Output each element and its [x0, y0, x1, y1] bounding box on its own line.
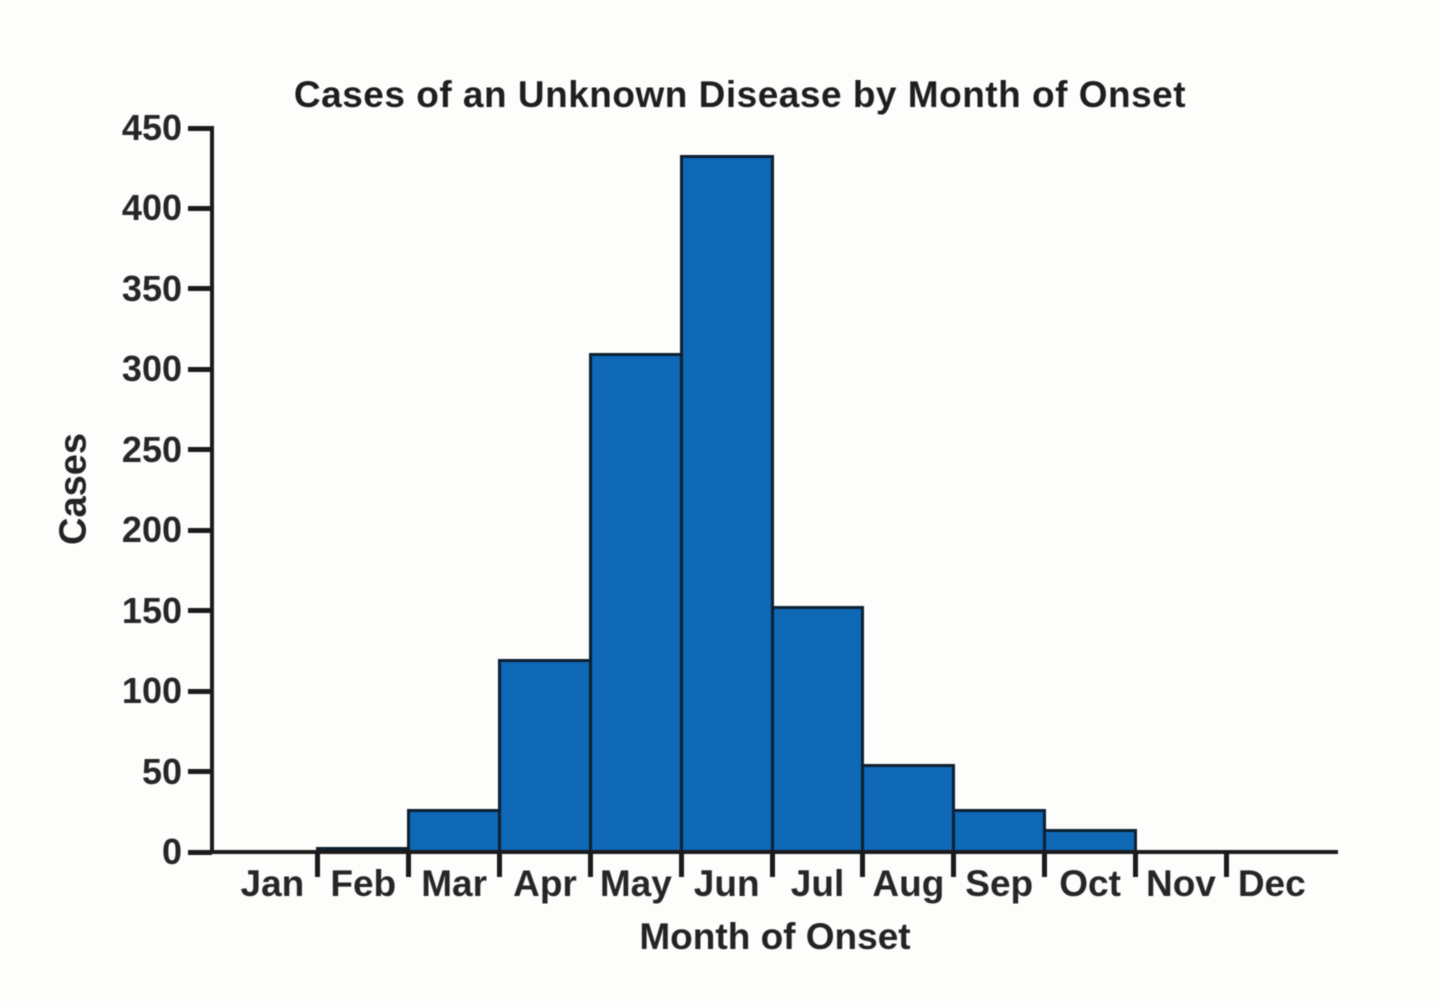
- y-tick-label-200: 200: [121, 509, 182, 551]
- bar-aug: [861, 763, 956, 854]
- chart-title: Cases of an Unknown Disease by Month of …: [293, 74, 1187, 115]
- y-axis-tick: [188, 286, 212, 292]
- y-tick-label-300: 300: [121, 348, 182, 390]
- y-tick-label-450: 450: [121, 107, 182, 148]
- x-axis-tick: [860, 852, 866, 877]
- x-axis-tick: [406, 852, 412, 877]
- x-axis-tick: [769, 852, 775, 877]
- x-axis-tick: [1042, 852, 1048, 877]
- bar-may: [588, 353, 683, 854]
- y-tick-label-400: 400: [121, 187, 182, 229]
- y-axis-tick: [188, 527, 212, 533]
- x-axis-tick: [315, 852, 321, 877]
- y-axis-tick: [188, 849, 212, 855]
- y-tick-label-350: 350: [121, 267, 182, 309]
- x-tick-label-feb: Feb: [330, 863, 397, 904]
- y-axis-tick: [188, 608, 212, 614]
- x-axis-tick: [497, 852, 503, 877]
- y-tick-label-100: 100: [121, 670, 182, 712]
- x-tick-label-apr: Apr: [513, 863, 577, 904]
- bar-jun: [679, 155, 774, 854]
- x-tick-label-jun: Jun: [693, 863, 760, 904]
- y-axis-line: [210, 126, 214, 854]
- x-tick-label-nov: Nov: [1145, 863, 1216, 904]
- x-tick-label-may: May: [599, 863, 672, 904]
- x-tick-label-jul: Jul: [790, 863, 845, 904]
- bar-jul: [770, 605, 865, 854]
- y-tick-label-150: 150: [121, 589, 182, 631]
- x-tick-label-aug: Aug: [872, 863, 945, 904]
- y-axis-tick: [188, 447, 212, 453]
- x-tick-label-sep: Sep: [965, 863, 1034, 904]
- x-axis-tick: [1223, 852, 1229, 877]
- x-tick-label-oct: Oct: [1059, 863, 1121, 904]
- y-tick-label-250: 250: [121, 428, 182, 470]
- x-tick-label-dec: Dec: [1237, 863, 1306, 904]
- bar-apr: [498, 658, 592, 854]
- y-axis-tick: [188, 205, 212, 211]
- bar-sep: [952, 808, 1047, 854]
- x-tick-label-mar: Mar: [421, 863, 488, 904]
- x-axis-tick: [1133, 852, 1138, 877]
- x-axis-tick: [587, 852, 593, 877]
- x-axis-title: Month of Onset: [639, 916, 911, 957]
- y-axis-tick: [188, 125, 212, 131]
- y-tick-label-0: 0: [161, 831, 182, 872]
- y-tick-label-50: 50: [141, 750, 182, 792]
- y-axis-tick: [188, 688, 212, 694]
- bar-mar: [407, 808, 502, 854]
- y-axis-tick: [188, 366, 212, 372]
- y-axis-tick: [188, 769, 212, 775]
- x-axis-tick: [951, 852, 957, 877]
- x-tick-label-jan: Jan: [240, 863, 305, 904]
- x-axis-tick: [678, 852, 684, 877]
